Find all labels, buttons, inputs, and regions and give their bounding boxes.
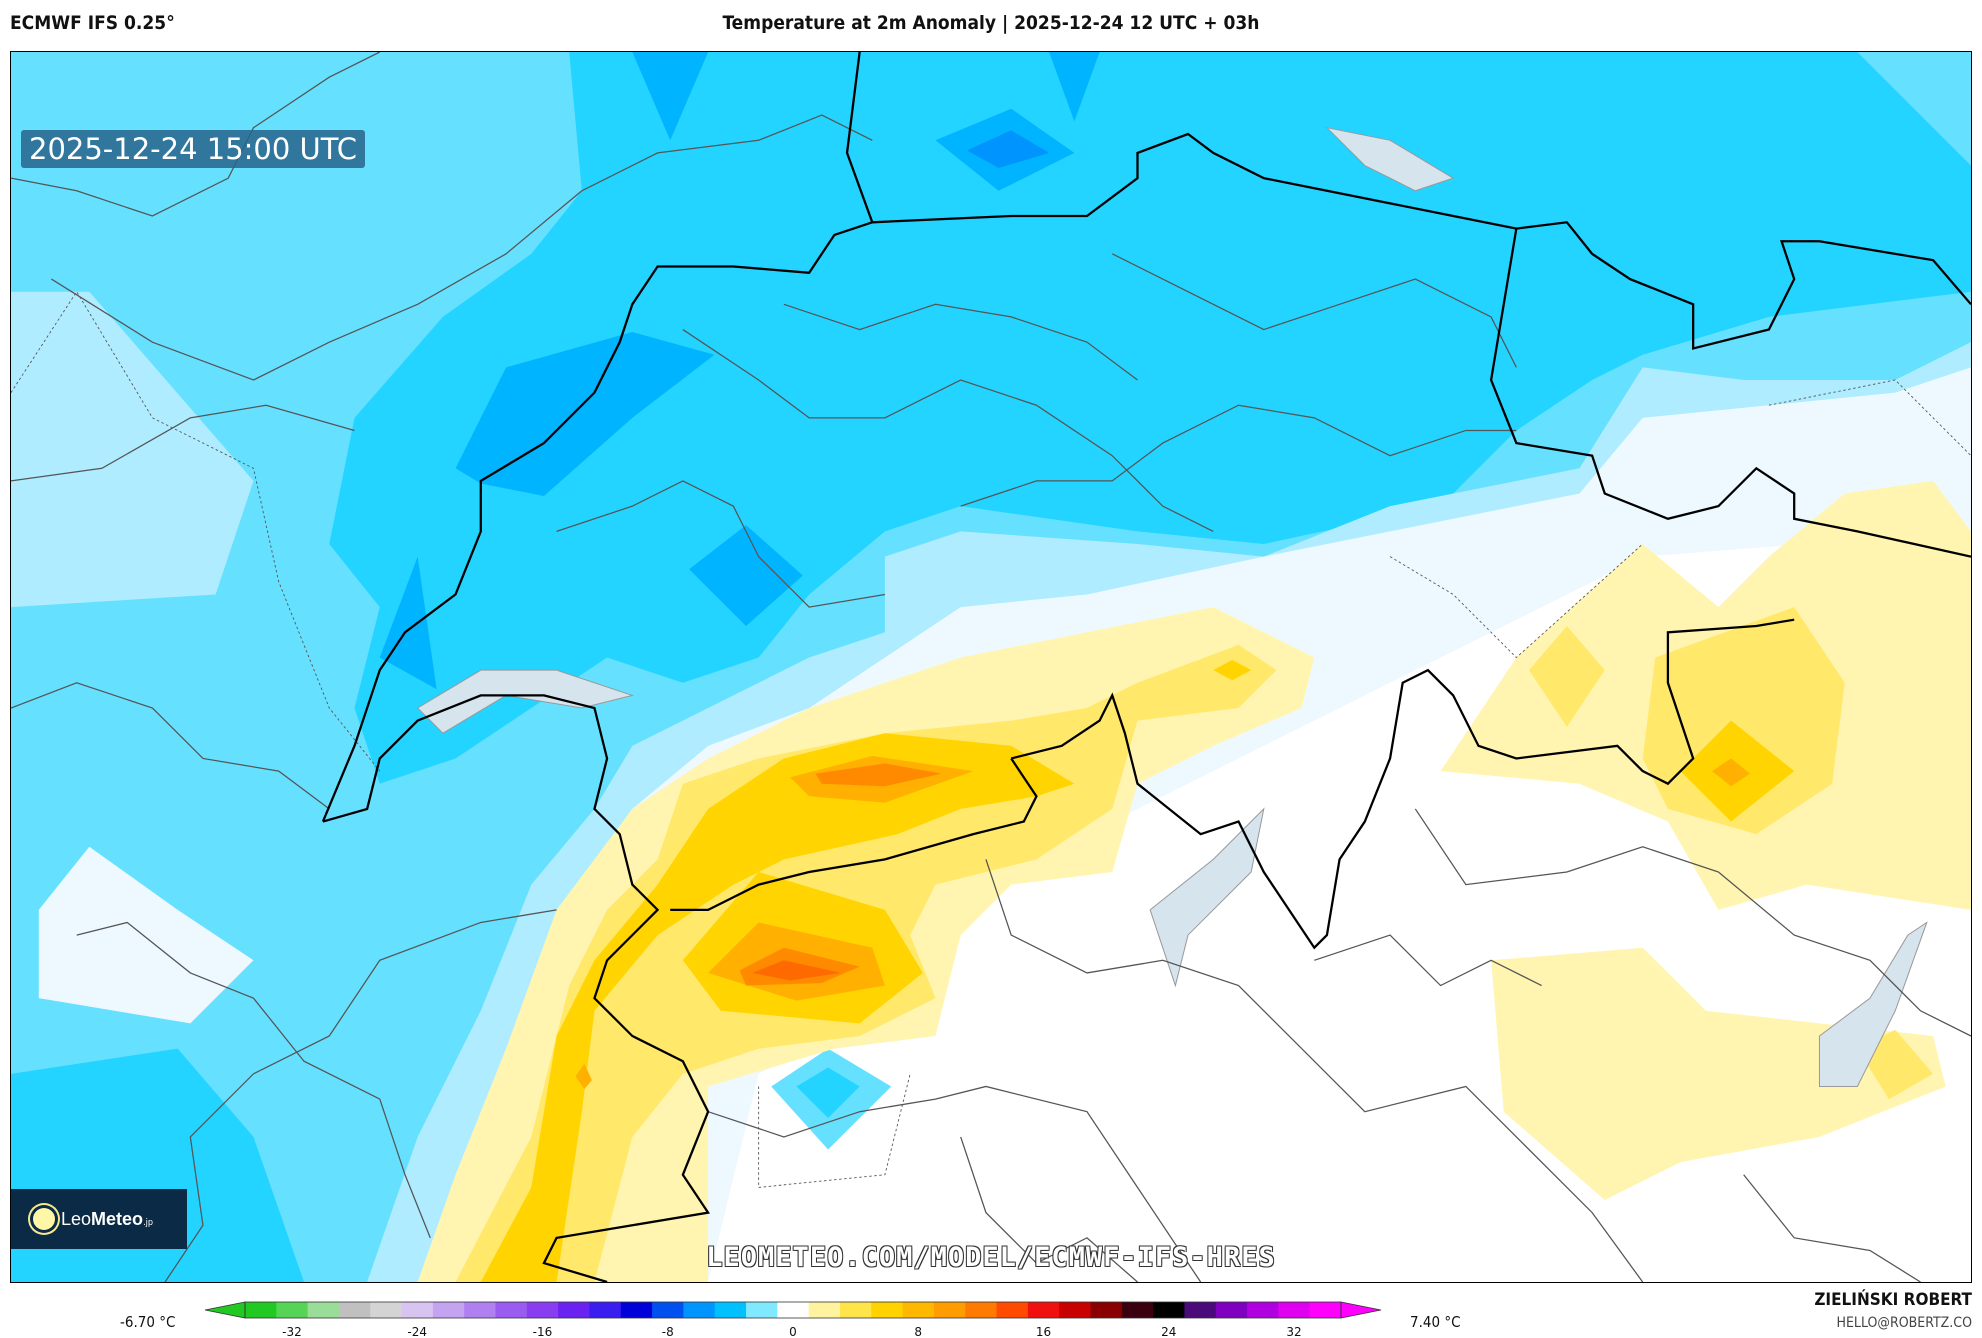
colorbar-segment (1090, 1302, 1123, 1318)
colorbar-segment (1184, 1302, 1217, 1318)
colorbar-segment (1121, 1302, 1154, 1318)
field-blue (632, 52, 709, 141)
lake (1149, 807, 1265, 988)
colorbar-segment (620, 1302, 653, 1318)
sun-icon (33, 1208, 55, 1230)
admin-dotted-lines (11, 290, 1971, 1188)
colorbar-tick-label: -24 (407, 1325, 427, 1338)
logo-text-meteo: Meteo (91, 1208, 144, 1229)
model-name: ECMWF IFS 0.25° (10, 12, 175, 34)
colorbar-segment (401, 1302, 434, 1318)
colorbar-segment (495, 1302, 528, 1318)
colorbar-segment (589, 1302, 622, 1318)
colorbar-max-arrow (1340, 1301, 1382, 1319)
colorbar-segment (1215, 1302, 1248, 1318)
field-deep-orange (815, 763, 942, 787)
colorbar-segment (777, 1302, 810, 1318)
colorbar-tick-label: 16 (1036, 1325, 1051, 1338)
colorbar-segment (338, 1302, 371, 1318)
colorbar-segment (1153, 1302, 1185, 1318)
lake (416, 669, 635, 734)
lake (1325, 126, 1455, 192)
legend-min-value: -6.70 °C (120, 1313, 176, 1331)
legend-max-value: 7.40 °C (1410, 1313, 1461, 1331)
map-title: Temperature at 2m Anomaly | 2025-12-24 1… (722, 12, 1260, 34)
field-blue (689, 525, 803, 626)
colorbar-segment (933, 1302, 966, 1318)
colorbar-segment (370, 1302, 403, 1318)
colorbar-segment (902, 1302, 935, 1318)
author-email: HELLO@ROBERTZ.CO (1836, 1315, 1973, 1331)
colorbar-segment (652, 1302, 684, 1318)
field-yellow (1528, 626, 1605, 727)
field-blue (455, 332, 715, 497)
logo-text-leo: Leo (61, 1208, 92, 1229)
field-pale (11, 291, 254, 608)
colorbar-segment (839, 1302, 872, 1318)
field-blue (1049, 52, 1100, 122)
watermark-url: LEOMETEO.COM/MODEL/ECMWF-IFS-HRES (706, 1242, 1276, 1273)
valid-time-label: 2025-12-24 15:00 UTC (21, 130, 366, 168)
colorbar-segment (1027, 1302, 1060, 1318)
colorbar-segment (464, 1302, 497, 1318)
logo-text-suffix: .jp (143, 1218, 154, 1228)
lake (1818, 921, 1928, 1087)
colorbar-segment (808, 1302, 841, 1318)
colorbar-segment (965, 1302, 998, 1318)
colorbar-tick-label: -8 (662, 1325, 674, 1338)
colorbar-tick-label: 32 (1286, 1325, 1301, 1338)
colorbar-tick-label: 24 (1161, 1325, 1176, 1338)
author-credit: ZIELIŃSKI ROBERT (1814, 1290, 1972, 1310)
colorbar-segment (1278, 1302, 1311, 1318)
colorbar-segment (307, 1302, 340, 1318)
colorbar-segment (746, 1302, 778, 1318)
field-cyan-patch (796, 1067, 860, 1118)
field-yellow-pale (1491, 947, 1946, 1200)
colorbar-segment (276, 1302, 309, 1318)
field-gold (1213, 660, 1252, 681)
colorbar-segment (871, 1302, 904, 1318)
colorbar-segment (683, 1302, 716, 1318)
leometeo-logo: Leo Meteo .jp (11, 1189, 187, 1249)
colorbar-segment (432, 1302, 465, 1318)
colorbar-min-arrow (204, 1301, 246, 1319)
colorbar-tick-label: 0 (789, 1325, 797, 1338)
colorbar-tick-label: -16 (533, 1325, 553, 1338)
colorbar-segment (1247, 1302, 1279, 1318)
colorbar-segment (1309, 1302, 1342, 1318)
colorbar-segment (714, 1302, 747, 1318)
lakes (416, 126, 1928, 1087)
colorbar-segment (996, 1302, 1029, 1318)
field-white (38, 846, 254, 1024)
region-borders (11, 52, 1971, 1282)
field-orange (575, 1063, 592, 1089)
colorbar-segment (1059, 1302, 1091, 1318)
country-borders (321, 52, 1971, 1282)
field-orange (1712, 758, 1750, 787)
colorbar-tick-label: 8 (914, 1325, 922, 1338)
temperature-anomaly-map: 2025-12-24 15:00 UTC Leo Meteo .jp (10, 51, 1972, 1283)
colorbar-tick-label: -32 (282, 1325, 302, 1338)
colorbar-segment (526, 1302, 559, 1318)
field-red-orange (752, 960, 841, 981)
colorbar-segment (245, 1302, 277, 1318)
field-gold (480, 733, 1075, 1282)
colorbar: -32 -24 -16 -8 0 8 16 24 32 (204, 1301, 1382, 1338)
map-canvas (11, 52, 1971, 1282)
field-blue (967, 130, 1050, 169)
field-blue (379, 556, 437, 690)
colorbar-segment (558, 1302, 590, 1318)
